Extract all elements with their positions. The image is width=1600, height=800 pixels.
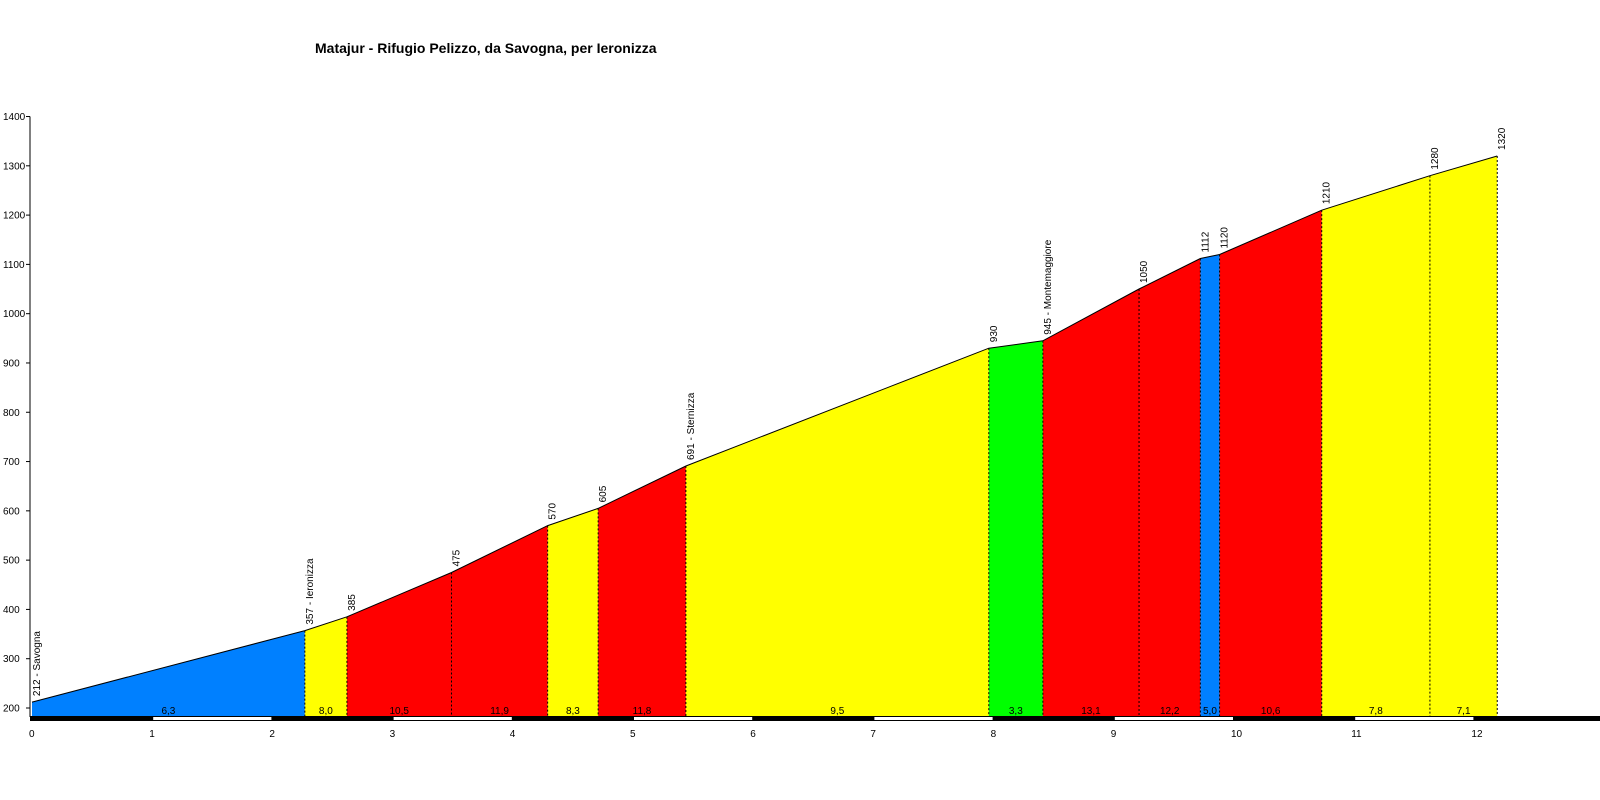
x-tick-label-10: 10 [1231,729,1243,740]
profile-segment-6 [685,348,989,717]
gradient-label-10: 5,0 [1203,706,1217,717]
y-tick-label-500: 500 [3,556,20,567]
km-dividers [304,155,1498,717]
x-tick-label-2: 2 [269,729,275,740]
profile-segment-8 [1042,289,1140,717]
x-axis: 0 1 2 3 4 5 6 7 8 9 10 11 12 [29,716,1600,740]
x-axis-bar-white-5 [634,717,753,720]
x-axis-bar-white-1 [153,717,272,720]
x-tick-label-9: 9 [1111,729,1117,740]
elevation-label-14: 1320 [1497,127,1508,150]
profile-line [31,155,1498,703]
x-tick-label-0: 0 [29,729,35,740]
gradient-label-13: 7,1 [1457,706,1471,717]
x-tick-label-4: 4 [510,729,516,740]
profile-segment-3 [451,525,548,717]
y-tick-label-1100: 1100 [3,260,25,271]
y-tick-label-600: 600 [3,506,20,517]
profile-segment-0 [32,630,305,717]
x-axis-bar [30,716,1600,721]
profile-segment-13 [1429,155,1498,717]
profile-segment-5 [598,465,686,717]
elevation-label-0: 212 - Savogna [32,631,43,696]
y-axis: 200 300 400 500 600 700 800 900 1000 1100 1200 1300… [3,112,31,717]
y-tick-label-200: 200 [3,704,20,715]
gradient-label-7: 3,3 [1009,706,1023,717]
gradient-label-2: 10,5 [389,706,409,717]
y-tick-label-1200: 1200 [3,211,26,222]
y-tick-label-1000: 1000 [3,309,26,320]
gradient-label-8: 13,1 [1081,706,1101,717]
y-tick-label-900: 900 [3,358,20,369]
profile-outline [31,155,1498,703]
gradient-label-1: 8,0 [319,706,333,717]
elevation-label-1: 357 - Ieronizza [305,558,316,625]
elevation-label-4: 570 [548,503,559,520]
y-tick-label-1300: 1300 [3,161,26,172]
gradient-label-5: 11,8 [633,706,652,717]
gradient-labels: 6,3 8,0 10,5 11,9 8,3 11,8 9,5 3,3 13,1 12,2 5,0 10… [161,706,1470,717]
x-tick-label-11: 11 [1351,729,1362,740]
elevation-label-7: 930 [989,325,1000,342]
x-axis-bar-white-11 [1355,717,1474,720]
elevation-labels: 212 - Savogna 357 - Ieronizza 385 475 570 605… [32,127,1508,696]
elevation-label-13: 1280 [1430,147,1441,170]
gradient-label-4: 8,3 [566,706,580,717]
y-tick-label-700: 700 [3,457,20,468]
y-tick-label-800: 800 [3,408,20,419]
elevation-label-10: 1112 [1200,231,1211,252]
profile-segment-9 [1139,258,1201,717]
elevation-label-6: 691 - Sternizza [686,392,697,460]
x-tick-label-6: 6 [750,729,756,740]
gradient-label-6: 9,5 [830,706,844,717]
elevation-label-5: 605 [598,485,609,502]
x-axis-bar-white-7 [874,717,993,720]
profile-segment-1 [304,616,347,717]
x-tick-label-8: 8 [991,729,997,740]
x-tick-label-3: 3 [390,729,396,740]
y-tick-label-300: 300 [3,654,20,665]
x-axis-bar-white-3 [393,717,512,720]
profile-segment-10 [1200,254,1220,718]
profile-segment-2 [346,572,452,717]
gradient-label-12: 7,8 [1369,706,1383,717]
elevation-label-8: 945 - Montemaggiore [1043,239,1054,334]
x-tick-label-1: 1 [149,729,155,740]
elevation-label-2: 385 [347,594,358,611]
profile-areas [32,155,1498,718]
profile-segment-11 [1219,210,1322,717]
gradient-label-3: 11,9 [490,706,509,717]
x-axis-bar-white-9 [1114,717,1233,720]
elevation-label-9: 1050 [1139,260,1150,283]
y-tick-label-400: 400 [3,605,20,616]
gradient-label-11: 10,6 [1261,706,1281,717]
gradient-label-9: 12,2 [1160,706,1180,717]
elevation-label-12: 1210 [1322,181,1333,204]
x-tick-label-12: 12 [1471,729,1483,740]
elevation-label-3: 475 [451,549,462,566]
gradient-label-0: 6,3 [161,706,175,717]
profile-segment-7 [988,340,1043,717]
y-tick-label-1400: 1400 [3,112,26,123]
profile-segment-12 [1321,175,1430,718]
x-tick-label-7: 7 [870,729,876,740]
x-tick-label-5: 5 [630,729,636,740]
profile-segment-4 [547,508,599,717]
elevation-label-11: 1120 [1220,227,1231,249]
chart-title: Matajur - Rifugio Pelizzo, da Savogna, p… [315,40,657,56]
